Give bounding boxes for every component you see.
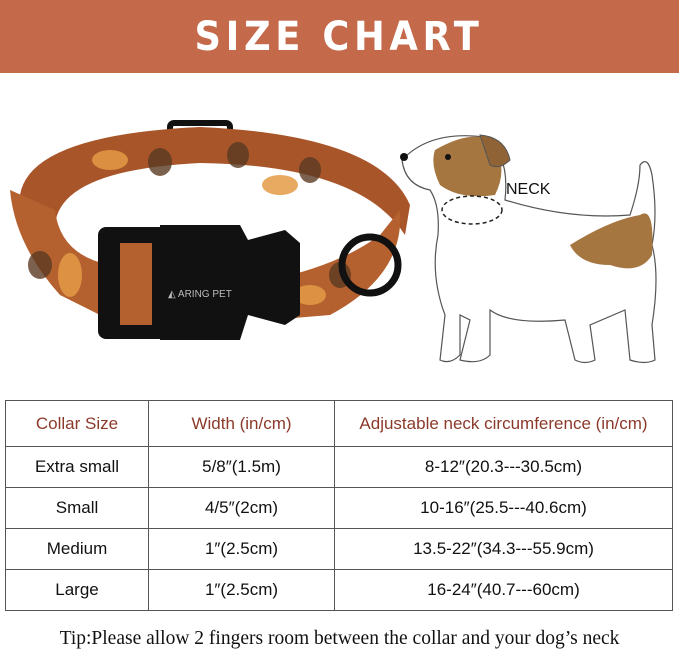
neck-label: NECK <box>506 181 551 198</box>
cell-size: Medium <box>5 528 149 570</box>
table-row: Medium 1″(2.5cm) 13.5-22″(34.3---55.9cm) <box>5 528 673 570</box>
fit-tip: Tip:Please allow 2 fingers room between … <box>59 628 620 649</box>
collar-image: ◭ ARING PET <box>10 120 410 340</box>
size-chart-table: Collar Size Width (in/cm) Adjustable nec… <box>5 400 673 611</box>
dog-illustration <box>400 134 657 364</box>
cell-width: 1″(2.5cm) <box>148 569 335 611</box>
table-row: Small 4/5″(2cm) 10-16″(25.5---40.6cm) <box>5 487 673 529</box>
header-width: Width (in/cm) <box>148 400 335 447</box>
table-row: Large 1″(2.5cm) 16-24″(40.7---60cm) <box>5 569 673 611</box>
cell-neck: 16-24″(40.7---60cm) <box>334 569 673 611</box>
table-header-row: Collar Size Width (in/cm) Adjustable nec… <box>5 400 673 447</box>
title-banner: SIZE CHART <box>0 0 679 73</box>
cell-width: 5/8″(1.5m) <box>148 446 335 488</box>
header-neck-circumference: Adjustable neck circumference (in/cm) <box>334 400 673 447</box>
header-collar-size: Collar Size <box>5 400 149 447</box>
table-row: Extra small 5/8″(1.5m) 8-12″(20.3---30.5… <box>5 446 673 488</box>
brand-logo: ◭ ARING PET <box>168 289 232 300</box>
cell-width: 4/5″(2cm) <box>148 487 335 529</box>
cell-size: Small <box>5 487 149 529</box>
cell-neck: 13.5-22″(34.3---55.9cm) <box>334 528 673 570</box>
cell-size: Extra small <box>5 446 149 488</box>
cell-width: 1″(2.5cm) <box>148 528 335 570</box>
cell-neck: 8-12″(20.3---30.5cm) <box>334 446 673 488</box>
cell-size: Large <box>5 569 149 611</box>
cell-neck: 10-16″(25.5---40.6cm) <box>334 487 673 529</box>
page-title: SIZE CHART <box>195 13 484 60</box>
